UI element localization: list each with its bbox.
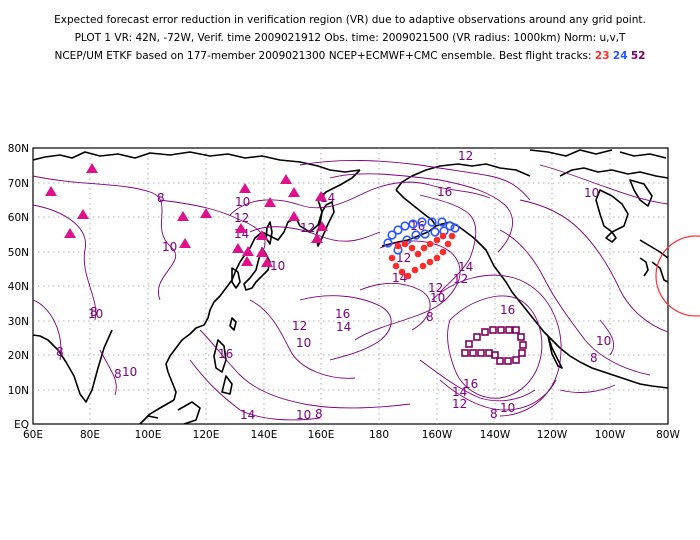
raob-triangle — [239, 183, 251, 193]
contour-label: 14 — [240, 408, 255, 422]
flight-track-52 — [461, 326, 527, 365]
contour-label: 8 — [590, 351, 598, 365]
lon-label: 180 — [369, 429, 389, 441]
contour-label: 14 — [320, 191, 335, 205]
contour-label: 12 — [428, 281, 443, 295]
contour-label: 8 — [315, 407, 323, 421]
contour-label: 8 — [90, 305, 98, 319]
contour-label: 16 — [500, 303, 515, 317]
raob-triangle — [242, 246, 254, 256]
lon-label: 160E — [308, 429, 335, 441]
contour-label: 12 — [300, 221, 315, 235]
contours — [33, 160, 668, 421]
raob-triangle — [45, 186, 57, 196]
raob-triangle — [256, 247, 268, 257]
contour-label: 10 — [270, 259, 285, 273]
track-52-label: 52 — [630, 50, 646, 62]
contour-label: 12 — [396, 251, 411, 265]
lon-label: 140W — [480, 429, 511, 441]
raob-triangle — [316, 221, 328, 231]
lat-label: 80N — [8, 143, 29, 155]
contour-label: 14 — [336, 320, 351, 334]
contour-label: 12 — [458, 149, 473, 163]
contour-label: 12 — [452, 397, 467, 411]
contour-label: 10 — [235, 195, 250, 209]
flight-track-23 — [388, 232, 456, 280]
contour-label: 8 — [426, 310, 434, 324]
raob-triangle — [311, 233, 323, 243]
contour-label: 12 — [234, 211, 249, 225]
lat-label: 70N — [8, 178, 29, 190]
lon-label: 160W — [422, 429, 453, 441]
contour-label: 12 — [453, 272, 468, 286]
contour-label: 12 — [292, 319, 307, 333]
contour-label: 16 — [410, 219, 425, 233]
raob-triangle — [64, 228, 76, 238]
contour-label: 10 — [596, 334, 611, 348]
lon-label: 100E — [135, 429, 162, 441]
contour-label: 10 — [296, 336, 311, 350]
lat-label: 30N — [8, 316, 29, 328]
contour-label: 14 — [452, 385, 467, 399]
contour-label: 8 — [114, 367, 122, 381]
header-line-3-prefix: NCEP/UM ETKF based on 177-member 2009021… — [54, 50, 592, 62]
contour-label: 10 — [430, 291, 445, 305]
contour-label: 16 — [437, 185, 452, 199]
lon-label: 80E — [80, 429, 100, 441]
header-line-3: NCEP/UM ETKF based on 177-member 2009021… — [0, 47, 700, 65]
contour-label: 8 — [56, 345, 64, 359]
header-line-2: PLOT 1 VR: 42N, -72W, Verif. time 200902… — [74, 32, 626, 44]
raob-triangle — [315, 191, 327, 201]
lon-label: 120E — [193, 429, 220, 441]
lon-label: 120W — [537, 429, 568, 441]
raob-triangle — [77, 209, 89, 219]
raob-triangle — [179, 238, 191, 248]
coastlines — [33, 149, 668, 424]
raob-triangle — [261, 257, 273, 267]
raob-triangle — [256, 230, 268, 240]
raob-triangle — [288, 187, 300, 197]
contour-label: 16 — [463, 377, 478, 391]
lat-label: 40N — [8, 281, 29, 293]
raob-triangle — [232, 243, 244, 253]
contour-label: 10 — [88, 307, 103, 321]
track-23-label: 23 — [594, 50, 610, 62]
contour-label: 16 — [218, 347, 233, 361]
contour-label: 10 — [584, 186, 599, 200]
contour-label: 14 — [458, 260, 473, 274]
raob-triangle — [280, 174, 292, 184]
contour-label: 8 — [490, 407, 498, 421]
contour-label: 10 — [162, 240, 177, 254]
raob-sites — [45, 163, 328, 267]
lon-label: 60E — [23, 429, 43, 441]
latitude-labels: 80N 70N 60N 50N 40N 30N 20N 10N EQ — [8, 143, 29, 431]
raob-triangle — [177, 211, 189, 221]
lon-label: 80W — [656, 429, 680, 441]
contour-label: 16 — [335, 307, 350, 321]
lat-label: 50N — [8, 247, 29, 259]
longitude-labels: 60E 80E 100E 120E 140E 160E 180 160W 140… — [23, 429, 680, 441]
raob-triangle — [241, 256, 253, 266]
raob-triangle — [200, 208, 212, 218]
raob-triangle — [235, 223, 247, 233]
track-24-label: 24 — [612, 50, 628, 62]
raob-triangle — [264, 197, 276, 207]
contour-label: 10 — [122, 365, 137, 379]
raob-triangle — [86, 163, 98, 173]
lat-label: EQ — [14, 419, 29, 431]
lon-label: 100W — [595, 429, 626, 441]
lon-label: 140E — [251, 429, 278, 441]
lat-label: 20N — [8, 350, 29, 362]
header-line-1: Expected forecast error reduction in ver… — [54, 14, 646, 26]
lat-label: 10N — [8, 385, 29, 397]
contour-label: 10 — [296, 408, 311, 422]
lat-label: 60N — [8, 212, 29, 224]
verification-region-circle — [655, 235, 700, 317]
contour-label: 10 — [500, 401, 515, 415]
graticule — [33, 148, 668, 424]
raob-triangle — [288, 211, 300, 221]
contour-label: 8 — [157, 191, 165, 205]
